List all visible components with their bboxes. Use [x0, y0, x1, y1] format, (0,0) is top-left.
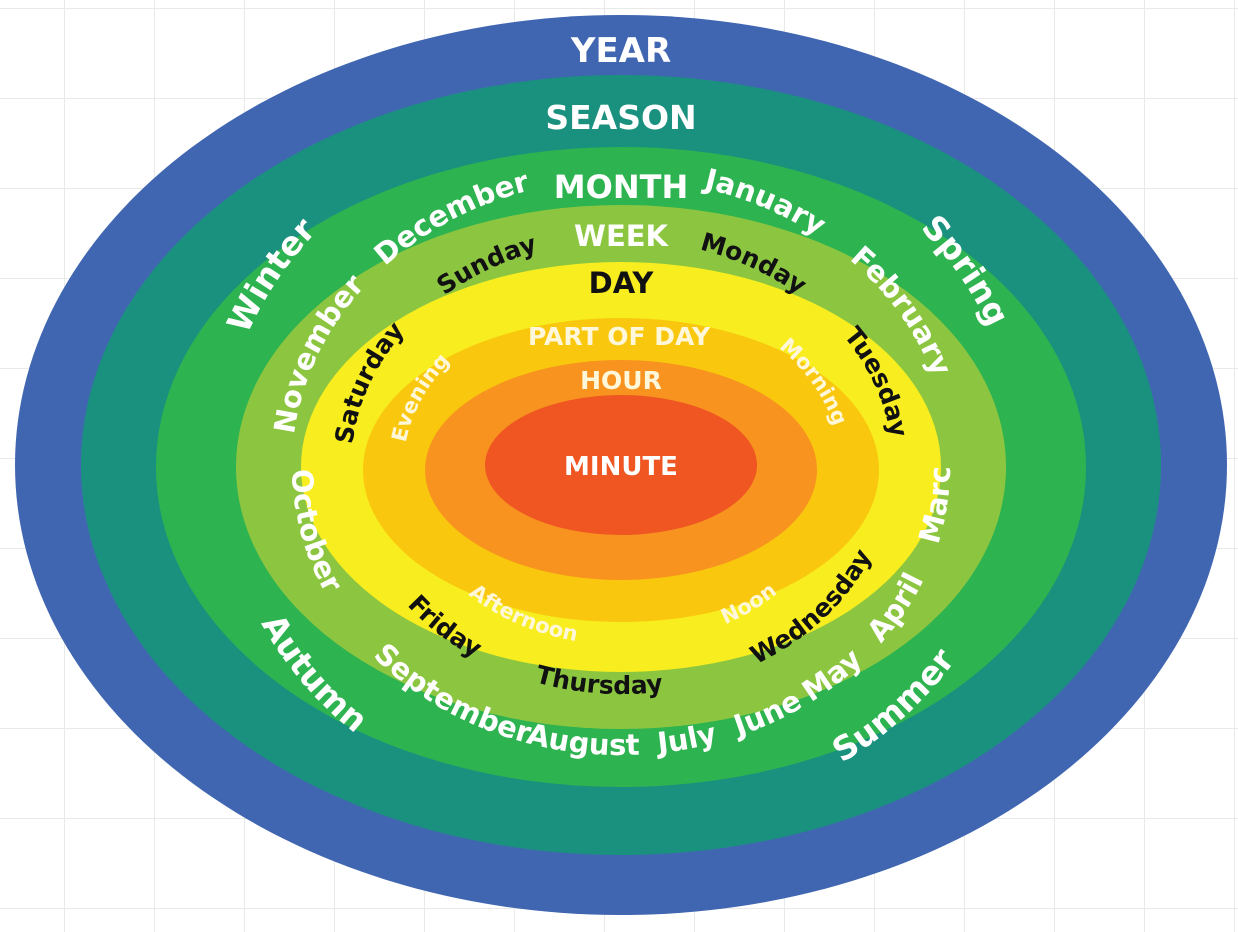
hour-title: HOUR — [580, 366, 662, 395]
ring-minute — [485, 395, 757, 535]
part-of-day-title: PART OF DAY — [528, 322, 711, 351]
day-title: DAY — [589, 266, 655, 300]
month-title: MONTH — [554, 168, 688, 206]
week-title: WEEK — [574, 219, 670, 253]
minute-title: MINUTE — [564, 452, 678, 482]
year-title: YEAR — [570, 31, 671, 71]
season-title: SEASON — [545, 98, 696, 137]
